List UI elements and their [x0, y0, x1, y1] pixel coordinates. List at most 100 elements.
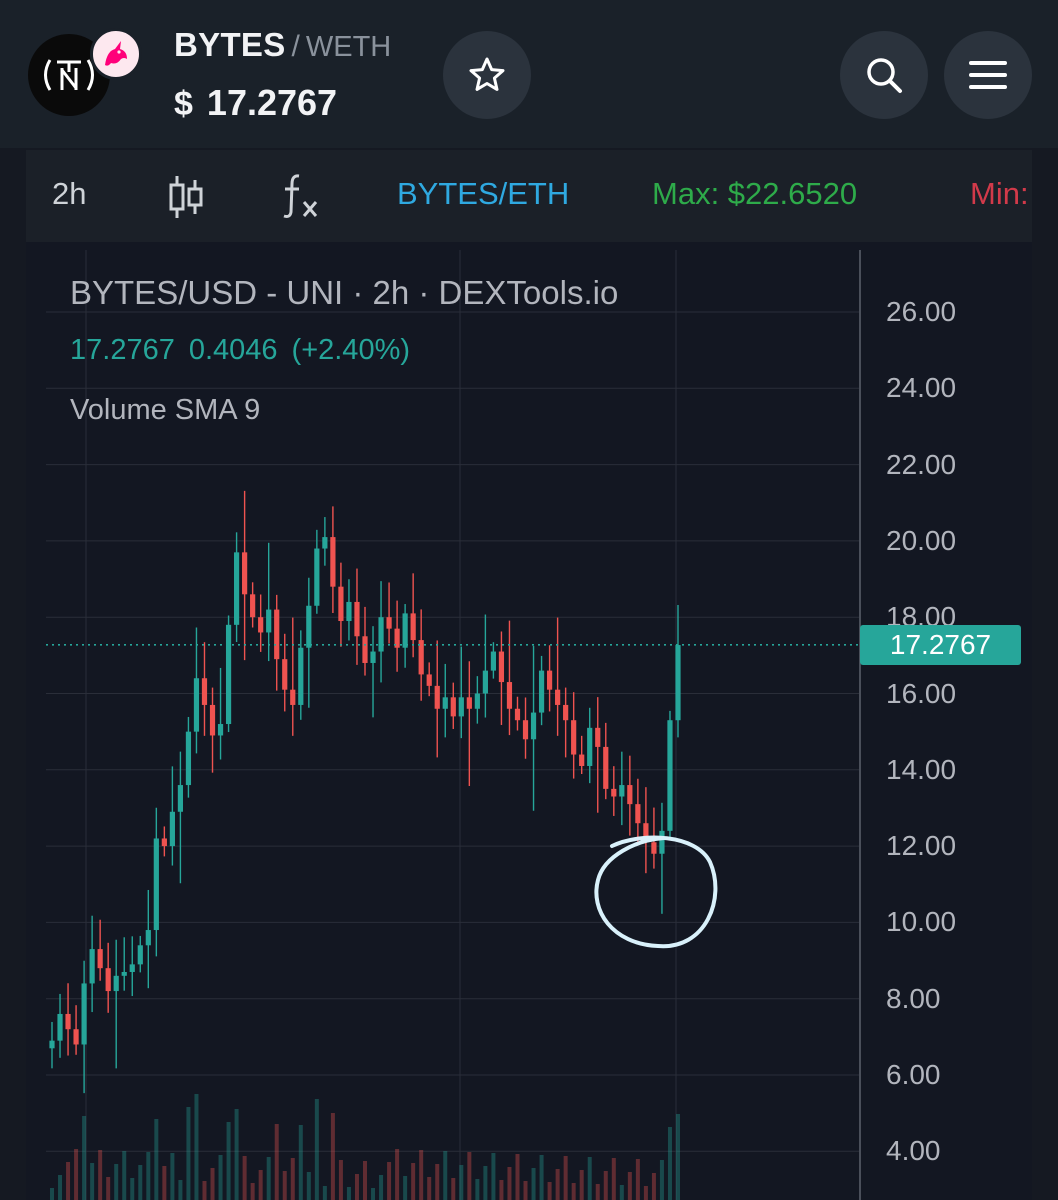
volume-bar: [50, 1188, 54, 1200]
candle-body: [209, 704, 216, 736]
volume-bar: [58, 1175, 63, 1200]
price-axis-tick: 14.00: [886, 753, 957, 785]
candle-body: [458, 697, 464, 717]
volume-bar: [539, 1155, 544, 1200]
candle-body: [370, 651, 376, 663]
volume-bar: [338, 1160, 343, 1200]
price-value: 17.2767: [206, 82, 338, 123]
volume-bar: [523, 1181, 528, 1200]
volume-bar: [122, 1151, 127, 1200]
volume-bar: [515, 1154, 520, 1200]
chart-toolbar: 2h BYTES/ETH Max: $22.6520 Min:: [26, 150, 1032, 242]
search-icon: [867, 58, 902, 93]
volume-bar: [371, 1188, 376, 1200]
candle-body: [643, 823, 649, 843]
candle-body: [145, 930, 151, 946]
price-axis-tick: 4.00: [886, 1135, 941, 1167]
candlestick-type-icon[interactable]: [168, 174, 204, 220]
candle-body: [546, 670, 553, 690]
volume-bar: [306, 1172, 311, 1200]
volume-bar: [234, 1109, 239, 1200]
volume-bar: [467, 1152, 472, 1200]
price-chart[interactable]: [46, 250, 1032, 1200]
candle-body: [426, 674, 432, 686]
price-axis-tick: 22.00: [886, 448, 957, 480]
volume-bar: [475, 1179, 480, 1200]
candle-body: [97, 949, 103, 969]
volume-bar: [202, 1181, 207, 1200]
menu-button[interactable]: [944, 31, 1032, 119]
price-axis-tick: 20.00: [886, 524, 957, 556]
volume-bar: [619, 1185, 624, 1200]
volume-bar: [491, 1153, 496, 1200]
uniswap-unicorn-icon: [105, 41, 127, 66]
candle-body: [635, 804, 641, 824]
candle-body: [113, 975, 119, 992]
candle-body: [57, 1013, 63, 1041]
candle-body: [530, 712, 537, 740]
candle-body: [330, 537, 336, 587]
candle-body: [266, 609, 272, 633]
legend-last-price: 17.2767: [70, 334, 175, 366]
candlestick-chart-canvas[interactable]: [46, 250, 1032, 1200]
candle-body: [506, 682, 513, 709]
volume-bar: [354, 1174, 359, 1200]
volume-bar: [266, 1157, 271, 1200]
candle-body: [274, 609, 280, 660]
volume-bar: [218, 1155, 223, 1200]
hamburger-menu-icon: [969, 61, 1007, 89]
volume-bar: [659, 1160, 664, 1200]
volume-bar: [563, 1156, 568, 1200]
volume-bar: [595, 1184, 600, 1200]
volume-indicator-label[interactable]: Volume SMA 9: [70, 394, 261, 426]
volume-bar: [419, 1150, 424, 1200]
volume-bar: [250, 1183, 255, 1200]
volume-bar: [178, 1180, 183, 1200]
price-axis-tick: 24.00: [886, 372, 957, 404]
candle-body: [282, 659, 288, 690]
volume-bar: [395, 1149, 400, 1200]
price-axis-tick: 16.00: [886, 677, 957, 709]
interval-selector[interactable]: 2h: [52, 176, 87, 211]
candle-body: [442, 697, 448, 709]
indicators-fx-icon[interactable]: [282, 172, 322, 220]
volume-bar: [146, 1152, 151, 1200]
candle-body: [161, 838, 167, 847]
candle-body: [587, 727, 593, 766]
volume-bar: [459, 1165, 464, 1200]
volume-bar: [170, 1153, 175, 1200]
candle-body: [201, 678, 208, 705]
volume-bar: [547, 1182, 552, 1200]
candle-body: [603, 746, 609, 789]
volume-bar: [611, 1158, 616, 1200]
search-button[interactable]: [840, 31, 928, 119]
candle-body: [563, 704, 569, 721]
pair-separator: /: [291, 30, 300, 63]
candle-body: [450, 697, 456, 717]
candle-body: [466, 697, 472, 709]
candle-body: [394, 628, 400, 648]
neo-tokyo-logo-icon: [44, 59, 94, 91]
volume-bar: [66, 1162, 71, 1200]
candle-body: [434, 685, 440, 709]
volume-bar: [114, 1164, 119, 1200]
price-axis-tick: 6.00: [886, 1059, 941, 1090]
volume-bar: [579, 1170, 584, 1200]
favorite-button[interactable]: [443, 31, 531, 119]
candle-body: [410, 613, 416, 641]
min-price-stat: Min:: [970, 176, 1029, 211]
volume-bar: [314, 1099, 319, 1200]
volume-bar: [531, 1168, 536, 1200]
legend-change-percent: (+2.40%): [291, 334, 411, 366]
volume-bar: [242, 1156, 247, 1200]
chart-legend-values: 17.2767 0.4046 (+2.40%): [70, 334, 424, 367]
candle-body: [233, 552, 240, 625]
volume-bar: [330, 1113, 335, 1200]
pair-toggle-link[interactable]: BYTES/ETH: [397, 176, 570, 211]
volume-bar: [274, 1124, 279, 1200]
candle-body: [627, 785, 633, 805]
candle-body: [490, 651, 497, 671]
pair-title: BYTES / WETH: [174, 26, 391, 66]
volume-bar: [571, 1183, 576, 1200]
candle-body: [555, 689, 561, 705]
